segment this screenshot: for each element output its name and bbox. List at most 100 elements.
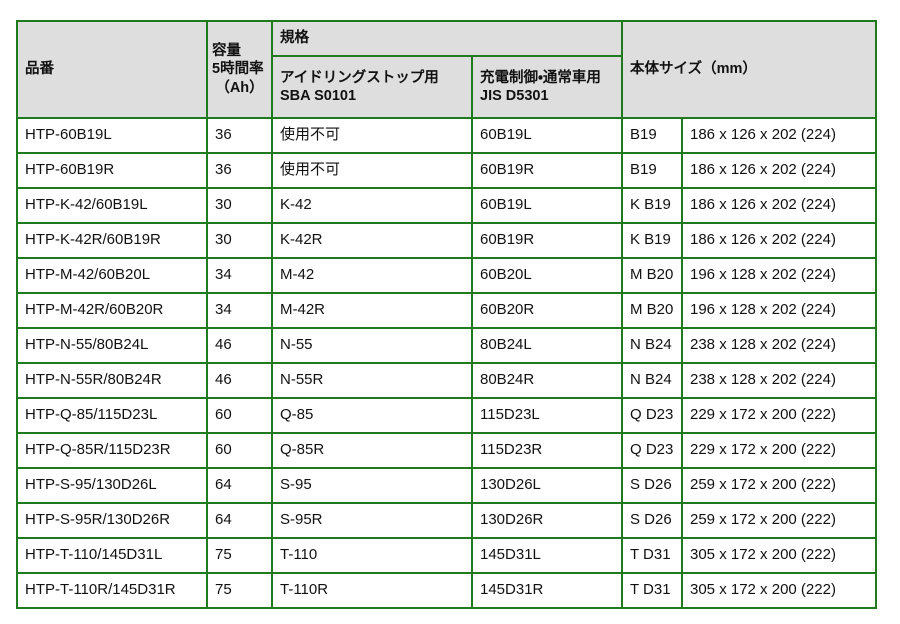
- cell-part-number: HTP-T-110R/145D31R: [16, 572, 208, 609]
- cell-idling-stop-spec: S-95: [271, 467, 473, 504]
- cell-size-code: B19: [621, 117, 683, 154]
- column-header-spec-jis: 充電制御・通常車用 JIS D5301: [471, 55, 623, 119]
- cell-body-size: 186 x 126 x 202 (224): [680, 117, 878, 154]
- table-header: 品番 容量 5時間率 （Ah） 規格 本体サイズ（mm） アイドリングストップ用…: [16, 20, 878, 119]
- cell-capacity: 64: [206, 467, 273, 504]
- cell-idling-stop-spec: N-55: [271, 327, 473, 364]
- battery-specification-table: 品番 容量 5時間率 （Ah） 規格 本体サイズ（mm） アイドリングストップ用…: [16, 20, 878, 609]
- header-row-sub: アイドリングストップ用 SBA S0101 充電制御・通常車用 JIS D530…: [17, 55, 876, 119]
- cell-body-size: 196 x 128 x 202 (224): [680, 292, 878, 329]
- cell-part-number: HTP-M-42R/60B20R: [16, 292, 208, 329]
- cell-part-number: HTP-Q-85R/115D23R: [16, 432, 208, 469]
- cell-body-size: 305 x 172 x 200 (222): [680, 572, 878, 609]
- cell-idling-stop-spec: Q-85R: [271, 432, 473, 469]
- capacity-header-line2: 5時間率: [212, 61, 264, 78]
- cell-idling-stop-spec: S-95R: [271, 502, 473, 539]
- cell-jis-spec: 80B24R: [471, 362, 623, 399]
- cell-body-size: 229 x 172 x 200 (222): [680, 432, 878, 469]
- cell-idling-stop-spec: N-55R: [271, 362, 473, 399]
- cell-size-code: Q D23: [621, 397, 683, 434]
- cell-jis-spec: 60B20R: [471, 292, 623, 329]
- column-header-spec-group: 規格: [271, 20, 623, 57]
- cell-part-number: HTP-K-42/60B19L: [16, 187, 208, 224]
- table-row: HTP-M-42R/60B20R 34 M-42R 60B20R M B20 196 x …: [16, 292, 878, 329]
- cell-jis-spec: 60B19R: [471, 152, 623, 189]
- cell-part-number: HTP-M-42/60B20L: [16, 257, 208, 294]
- cell-jis-spec: 115D23L: [471, 397, 623, 434]
- cell-part-number: HTP-60B19R: [16, 152, 208, 189]
- cell-capacity: 60: [206, 397, 273, 434]
- capacity-header-lines: 容量 5時間率 （Ah）: [212, 42, 267, 96]
- cell-body-size: 238 x 128 x 202 (224): [680, 327, 878, 364]
- cell-capacity: 30: [206, 187, 273, 224]
- cell-idling-stop-spec: M-42: [271, 257, 473, 294]
- cell-idling-stop-spec: K-42: [271, 187, 473, 224]
- cell-capacity: 64: [206, 502, 273, 539]
- table-row: HTP-60B19L 36 使用不可 60B19L B19 186 x 126 x 202…: [16, 117, 878, 154]
- table-row: HTP-S-95/130D26L 64 S-95 130D26L S D26 259 x …: [16, 467, 878, 504]
- cell-size-code: N B24: [621, 362, 683, 399]
- cell-part-number: HTP-60B19L: [16, 117, 208, 154]
- cell-jis-spec: 80B24L: [471, 327, 623, 364]
- cell-idling-stop-spec: T-110: [271, 537, 473, 574]
- cell-capacity: 34: [206, 257, 273, 294]
- spec-jis-line2: JIS D5301: [480, 88, 549, 104]
- cell-capacity: 36: [206, 152, 273, 189]
- cell-idling-stop-spec: K-42R: [271, 222, 473, 259]
- cell-jis-spec: 130D26L: [471, 467, 623, 504]
- cell-idling-stop-spec: T-110R: [271, 572, 473, 609]
- cell-part-number: HTP-S-95/130D26L: [16, 467, 208, 504]
- cell-idling-stop-spec: 使用不可: [271, 117, 473, 154]
- cell-capacity: 36: [206, 117, 273, 154]
- table-row: HTP-K-42R/60B19R 30 K-42R 60B19R K B19 186 x …: [16, 222, 878, 259]
- column-header-body-size: 本体サイズ（mm）: [620, 20, 878, 119]
- cell-body-size: 305 x 172 x 200 (222): [680, 537, 878, 574]
- cell-body-size: 186 x 126 x 202 (224): [680, 187, 878, 224]
- column-header-part-number: 品番: [16, 20, 208, 119]
- cell-size-code: K B19: [621, 187, 683, 224]
- cell-jis-spec: 60B20L: [471, 257, 623, 294]
- cell-jis-spec: 60B19L: [471, 117, 623, 154]
- spec-jis-lines: 充電制御・通常車用 JIS D5301: [480, 69, 614, 105]
- cell-jis-spec: 60B19L: [471, 187, 623, 224]
- table-row: HTP-60B19R 36 使用不可 60B19R B19 186 x 126 x 202…: [16, 152, 878, 189]
- cell-capacity: 46: [206, 327, 273, 364]
- spec-idling-line2: SBA S0101: [280, 88, 357, 104]
- cell-size-code: K B19: [621, 222, 683, 259]
- table-row: HTP-N-55R/80B24R 46 N-55R 80B24R N B24 238 x …: [16, 362, 878, 399]
- column-header-spec-idling-stop: アイドリングストップ用 SBA S0101: [271, 55, 473, 119]
- cell-part-number: HTP-Q-85/115D23L: [16, 397, 208, 434]
- cell-size-code: N B24: [621, 327, 683, 364]
- cell-part-number: HTP-N-55/80B24L: [16, 327, 208, 364]
- cell-jis-spec: 145D31R: [471, 572, 623, 609]
- cell-size-code: T D31: [621, 572, 683, 609]
- cell-body-size: 229 x 172 x 200 (222): [680, 397, 878, 434]
- cell-body-size: 196 x 128 x 202 (224): [680, 257, 878, 294]
- cell-capacity: 75: [206, 572, 273, 609]
- cell-jis-spec: 60B19R: [471, 222, 623, 259]
- cell-size-code: S D26: [621, 502, 683, 539]
- cell-idling-stop-spec: Q-85: [271, 397, 473, 434]
- cell-jis-spec: 145D31L: [471, 537, 623, 574]
- spec-idling-line1: アイドリングストップ用: [280, 69, 439, 86]
- cell-capacity: 60: [206, 432, 273, 469]
- cell-capacity: 46: [206, 362, 273, 399]
- cell-size-code: M B20: [621, 257, 683, 294]
- table-body: HTP-60B19L 36 使用不可 60B19L B19 186 x 126 x 202…: [16, 117, 878, 609]
- cell-part-number: HTP-S-95R/130D26R: [16, 502, 208, 539]
- cell-body-size: 238 x 128 x 202 (224): [680, 362, 878, 399]
- cell-idling-stop-spec: M-42R: [271, 292, 473, 329]
- capacity-header-line1: 容量: [212, 43, 241, 60]
- table-row: HTP-Q-85R/115D23R 60 Q-85R 115D23R Q D23 229 …: [16, 432, 878, 469]
- cell-part-number: HTP-T-110/145D31L: [16, 537, 208, 574]
- cell-capacity: 30: [206, 222, 273, 259]
- cell-part-number: HTP-N-55R/80B24R: [16, 362, 208, 399]
- cell-jis-spec: 130D26R: [471, 502, 623, 539]
- table-row: HTP-T-110/145D31L 75 T-110 145D31L T D31 305 …: [16, 537, 878, 574]
- cell-size-code: B19: [621, 152, 683, 189]
- cell-size-code: T D31: [621, 537, 683, 574]
- cell-size-code: S D26: [621, 467, 683, 504]
- cell-size-code: Q D23: [621, 432, 683, 469]
- cell-capacity: 34: [206, 292, 273, 329]
